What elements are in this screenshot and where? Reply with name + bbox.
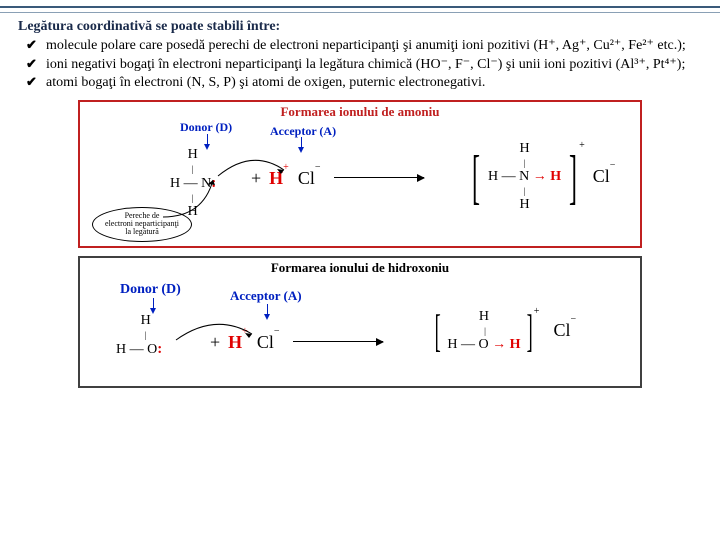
- atom-O: O: [147, 342, 157, 357]
- slide-content: Legătura coordinativă se poate stabili î…: [0, 19, 720, 388]
- donor-label: Donor (D): [180, 120, 232, 135]
- atom-H: H: [479, 309, 489, 324]
- atom-H: H: [488, 142, 561, 156]
- atom-H: H: [141, 313, 151, 328]
- bracket-left-icon: [: [435, 310, 441, 352]
- reaction-arrow-icon: [293, 334, 383, 350]
- heading: Legătura coordinativă se poate stabili î…: [18, 19, 702, 35]
- reaction-arrow-icon: [334, 170, 424, 186]
- list-item: atomi bogaţi în electroni (N, S, P) şi a…: [26, 74, 702, 92]
- diagram2-title: Formarea ionului de hidroxoniu: [80, 258, 640, 278]
- atom-H: H: [116, 342, 126, 357]
- acceptor-label: Acceptor (A): [230, 288, 302, 304]
- coord-bond: →: [529, 169, 550, 184]
- atom-Cl: Cl: [553, 320, 570, 340]
- donor-label: Donor (D): [120, 282, 181, 298]
- atom-Cl: Cl: [593, 166, 610, 186]
- atom-Cl: Cl: [298, 168, 315, 188]
- bracket-right-icon: ]: [527, 310, 533, 352]
- charge-minus: −: [610, 160, 616, 171]
- curve-arrow-icon: [170, 316, 260, 346]
- charge-minus: −: [274, 326, 280, 337]
- charge-minus: −: [570, 314, 576, 325]
- atom-H: H: [510, 337, 521, 352]
- bullet-list: molecule polare care posedă perechi de e…: [18, 37, 702, 92]
- coord-bond: →: [489, 337, 510, 352]
- atom-H: H: [488, 169, 498, 184]
- atom-H: H: [488, 198, 561, 212]
- atom-O: O: [478, 337, 488, 352]
- charge-minus: −: [315, 162, 321, 173]
- product-hydroxonium: [ H | H — O → H ] + Cl−: [430, 310, 576, 352]
- curve-arrow-icon: [212, 152, 292, 182]
- h2o-structure: H | H — O:: [116, 314, 161, 357]
- atom-H: H: [170, 148, 215, 162]
- top-divider: [0, 6, 720, 13]
- list-item: ioni negativi bogaţi în electroni nepart…: [26, 56, 702, 74]
- arrow-down-icon: [150, 298, 156, 314]
- arrow-down-icon: [298, 137, 304, 153]
- list-item: molecule polare care posedă perechi de e…: [26, 37, 702, 55]
- bracket-left-icon: [: [472, 149, 480, 205]
- lone-pair: :: [157, 341, 161, 357]
- bracket-right-icon: ]: [569, 149, 577, 205]
- diagram-hydroxonium: Formarea ionului de hidroxoniu Donor (D)…: [78, 256, 642, 388]
- product-ammonium: [ H | H — N → H | H ] + Cl−: [466, 142, 615, 212]
- atom-H: H: [447, 337, 457, 352]
- diagram-ammonium: Formarea ionului de amoniu Donor (D) Acc…: [78, 100, 642, 248]
- atom-H: H: [550, 169, 561, 184]
- ellipse-line: la legătură: [125, 227, 159, 236]
- arrow-down-icon: [264, 304, 270, 320]
- atom-N: N: [519, 169, 529, 184]
- diagram1-title: Formarea ionului de amoniu: [80, 102, 640, 122]
